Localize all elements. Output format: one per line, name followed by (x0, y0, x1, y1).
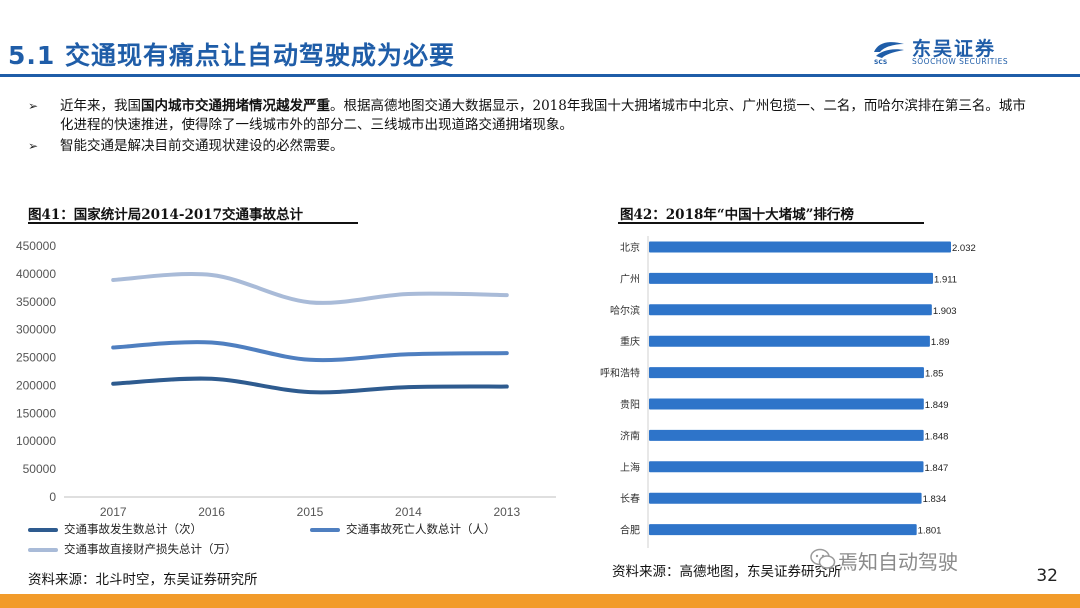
series-line (111, 340, 509, 363)
bar-category-label: 上海 (620, 461, 640, 474)
page-number: 32 (1036, 566, 1058, 586)
series-line (111, 272, 509, 305)
bar-value-label: 1.834 (923, 494, 947, 505)
bullet-text: 近年来，我国 (60, 98, 141, 114)
bar-category-label: 济南 (620, 429, 640, 442)
legend-item-deaths: 交通事故死亡人数总计（人） (310, 521, 496, 537)
figure-42-source: 资料来源：高德地图，东吴证券研究所 (612, 564, 842, 580)
bar (649, 524, 917, 536)
bullet-emphasis: 国内城市交通拥堵情况越发严重 (141, 98, 330, 114)
x-tick-label: 2013 (493, 505, 520, 519)
y-tick-label: 150000 (16, 406, 56, 420)
accident-line-chart: 0 50000 100000 150000 200000 250000 300000 3500… (16, 239, 556, 519)
y-tick-label: 300000 (16, 323, 56, 337)
y-tick-label: 350000 (16, 295, 56, 309)
bar-category-label: 哈尔滨 (610, 304, 640, 317)
x-tick-label: 2014 (395, 505, 422, 519)
bullet-arrow-icon: ➢ (28, 139, 39, 153)
legend-label: 交通事故死亡人数总计（人） (346, 522, 496, 536)
bullet-arrow-icon: ➢ (28, 99, 39, 113)
title-divider (0, 74, 1080, 77)
y-tick-label: 100000 (16, 434, 56, 448)
legend-swatch (28, 548, 58, 552)
y-tick-label: 50000 (23, 462, 57, 476)
bar (649, 461, 924, 473)
figure-41-source: 资料来源：北斗时空，东吴证券研究所 (28, 572, 258, 588)
page-title: 5.1 交通现有痛点让自动驾驶成为必要 (8, 41, 455, 70)
bullet-item: ➢ 近年来，我国国内城市交通拥堵情况越发严重。根据高德地图交通大数据显示，201… (28, 97, 1028, 135)
bullet-list: ➢ 近年来，我国国内城市交通拥堵情况越发严重。根据高德地图交通大数据显示，201… (28, 97, 1028, 158)
figure-42-underline (618, 222, 924, 224)
bar-value-label: 1.903 (933, 306, 957, 317)
bar-value-label: 1.801 (918, 526, 942, 537)
bar-value-label: 1.85 (925, 369, 944, 380)
bar (649, 272, 934, 284)
bar-value-label: 1.911 (934, 274, 957, 285)
bar (649, 335, 930, 347)
y-tick-label: 400000 (16, 267, 56, 281)
legend-label: 交通事故直接财产损失总计（万） (64, 542, 237, 556)
x-tick-label: 2015 (297, 505, 324, 519)
bar-category-label: 合肥 (620, 524, 640, 537)
footer-bar (0, 594, 1080, 608)
company-logo: SCS 东吴证券 SOOCHOW SECURITIES (872, 36, 1042, 68)
y-tick-label: 0 (49, 490, 56, 504)
watermark-text: 焉知自动驾驶 (838, 550, 958, 574)
bar-category-label: 呼和浩特 (600, 368, 640, 380)
logo-english-name: SOOCHOW SECURITIES (912, 57, 1009, 66)
legend-label: 交通事故发生数总计（次） (64, 522, 202, 536)
bar-value-label: 1.89 (931, 337, 950, 348)
figure-41-title: 图41：国家统计局2014-2017交通事故总计 (28, 207, 304, 223)
bar-category-label: 广州 (620, 273, 640, 285)
legend-swatch (310, 528, 340, 532)
wechat-icon (810, 548, 836, 569)
logo-chinese-name: 东吴证券 (912, 38, 997, 60)
y-tick-label: 250000 (16, 351, 56, 365)
legend-item-accidents: 交通事故发生数总计（次） (28, 521, 202, 537)
bar (649, 492, 922, 504)
series-line (111, 376, 509, 395)
bullet-item: ➢ 智能交通是解决目前交通现状建设的必然需要。 (28, 137, 1028, 156)
figure-41-underline (28, 222, 358, 224)
legend-swatch (28, 528, 58, 532)
bar-category-label: 北京 (620, 241, 640, 254)
bar-value-label: 2.032 (952, 243, 976, 254)
logo-abbr: SCS (874, 59, 888, 66)
x-tick-label: 2017 (100, 505, 127, 519)
bar (649, 367, 924, 379)
bar-value-label: 1.848 (925, 431, 949, 442)
bar-category-label: 长春 (620, 493, 640, 505)
bar (649, 398, 924, 410)
bar (649, 241, 951, 253)
bullet-text: 智能交通是解决目前交通现状建设的必然需要。 (60, 138, 344, 154)
bar-value-label: 1.849 (925, 400, 949, 411)
bullet-text-rest: 。根据高德地图交通大数据显示，2018年我国十大拥堵城市中北京、广州包揽一、二名… (60, 98, 1026, 133)
x-tick-label: 2016 (198, 505, 225, 519)
y-tick-label: 450000 (16, 239, 56, 253)
bar (649, 304, 932, 316)
y-tick-label: 200000 (16, 378, 56, 392)
bar (649, 429, 924, 441)
congestion-bar-chart: 北京 2.032 广州 1.911 哈尔滨 1.903 重庆 1.89 呼和浩特 1.85 贵阳 1.… (600, 236, 976, 548)
legend-item-losses: 交通事故直接财产损失总计（万） (28, 541, 237, 557)
bar-category-label: 贵阳 (620, 398, 640, 411)
logo-mark-icon (874, 42, 904, 58)
bar-category-label: 重庆 (620, 335, 640, 348)
figure-42-title: 图42：2018年“中国十大堵城”排行榜 (620, 207, 854, 223)
bar-value-label: 1.847 (925, 463, 949, 474)
